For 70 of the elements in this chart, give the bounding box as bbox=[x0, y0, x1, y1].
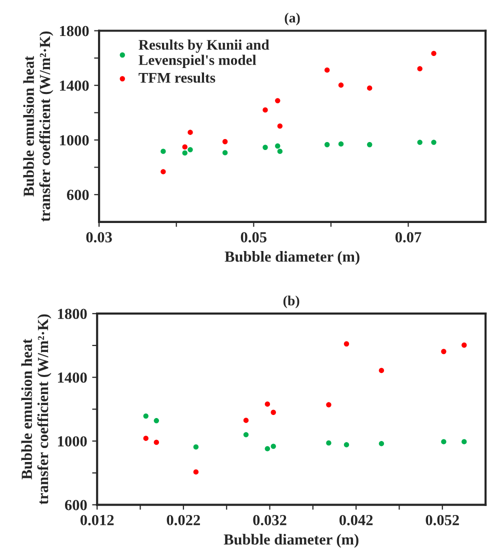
y-tick-label: 1400 bbox=[58, 372, 87, 383]
x-tick-label: 0.032 bbox=[253, 514, 286, 526]
x-tick-label: 0.042 bbox=[339, 514, 373, 526]
point bbox=[462, 342, 467, 348]
point bbox=[277, 148, 283, 154]
point bbox=[243, 432, 249, 438]
y-axis-title: Bubble emulsion heat transfer coefficient (W/m²·K) bbox=[23, 32, 54, 222]
chart-title: (b) bbox=[283, 296, 300, 308]
point bbox=[378, 368, 384, 374]
point bbox=[431, 50, 436, 56]
point bbox=[264, 446, 270, 452]
point bbox=[222, 139, 228, 144]
y-tick-label: 600 bbox=[66, 190, 89, 200]
point bbox=[326, 402, 332, 408]
point bbox=[222, 150, 228, 156]
point bbox=[160, 148, 166, 154]
point bbox=[417, 140, 422, 145]
point bbox=[154, 440, 160, 445]
y-axis-title: Bubble emulsion heat transfer coefficient (W/m²·K) bbox=[21, 314, 52, 504]
chart-title: (a) bbox=[284, 12, 300, 26]
x-tick-label: 0.07 bbox=[395, 232, 422, 242]
point bbox=[193, 444, 199, 450]
point bbox=[262, 144, 268, 150]
point bbox=[324, 67, 330, 73]
point bbox=[378, 441, 384, 446]
point bbox=[277, 123, 283, 129]
x-tick-label: 0.03 bbox=[86, 232, 112, 242]
point bbox=[417, 66, 422, 72]
y-tick-label: 1800 bbox=[60, 26, 89, 36]
y-tick-label: 1400 bbox=[60, 80, 89, 91]
point bbox=[270, 410, 276, 415]
point bbox=[275, 98, 280, 104]
point bbox=[338, 141, 344, 147]
x-tick-label: 0.05 bbox=[240, 232, 266, 242]
point bbox=[154, 418, 160, 424]
point bbox=[143, 413, 148, 419]
point bbox=[367, 86, 372, 91]
point bbox=[326, 440, 332, 446]
x-tick-label: 0.012 bbox=[80, 514, 114, 526]
point bbox=[262, 107, 268, 113]
y-tick-label: 600 bbox=[64, 500, 87, 510]
point bbox=[367, 142, 372, 148]
point bbox=[243, 418, 249, 423]
x-axis-title: Bubble diameter (m) bbox=[224, 251, 360, 265]
legend-label: Results by Kunii and Levenspiel's model bbox=[138, 39, 270, 68]
point bbox=[344, 442, 350, 448]
point bbox=[275, 143, 280, 149]
point bbox=[193, 469, 199, 475]
point bbox=[160, 169, 166, 174]
point bbox=[441, 439, 446, 444]
x-tick-label: 0.022 bbox=[166, 514, 200, 526]
legend-label: TFM results bbox=[138, 72, 216, 83]
point bbox=[338, 82, 344, 88]
point bbox=[182, 144, 188, 150]
point bbox=[324, 142, 330, 148]
point bbox=[264, 401, 270, 407]
point bbox=[188, 130, 193, 135]
point bbox=[344, 341, 350, 346]
point bbox=[188, 147, 193, 152]
point bbox=[182, 150, 188, 156]
point bbox=[462, 439, 467, 444]
y-tick-label: 1000 bbox=[60, 135, 89, 146]
point bbox=[143, 436, 148, 441]
point bbox=[431, 140, 436, 145]
x-axis-title: Bubble diameter (m) bbox=[224, 534, 358, 548]
point bbox=[270, 444, 276, 449]
x-tick-label: 0.052 bbox=[426, 514, 459, 526]
y-tick-label: 1800 bbox=[58, 308, 87, 320]
point bbox=[441, 348, 446, 354]
y-tick-label: 1000 bbox=[58, 436, 87, 446]
